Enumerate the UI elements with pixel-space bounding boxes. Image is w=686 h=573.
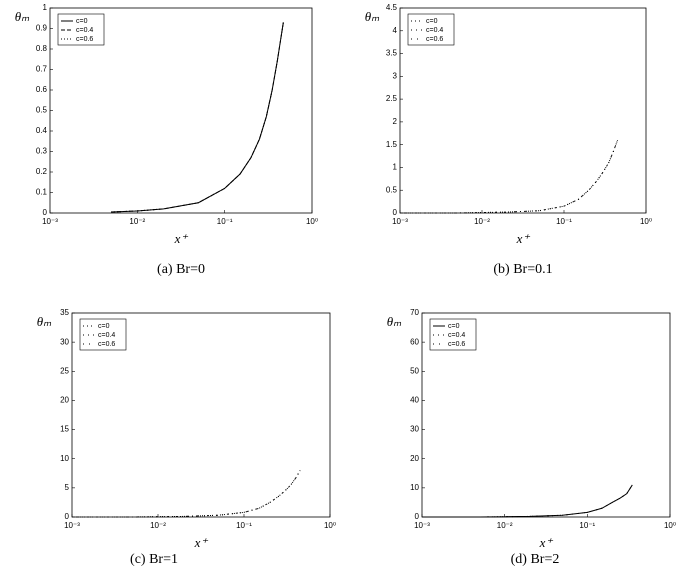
- data-line: [72, 470, 301, 518]
- legend-label: c=0: [98, 323, 110, 330]
- data-line: [111, 22, 284, 213]
- x-tick-label: 10⁰: [324, 521, 336, 530]
- legend-label: c=0.4: [426, 27, 443, 34]
- y-tick-label: 0.4: [36, 126, 48, 135]
- data-line: [72, 470, 301, 518]
- legend-label: c=0.4: [448, 332, 465, 339]
- plot-area: [71, 312, 331, 518]
- y-tick-label: 0: [393, 208, 398, 217]
- caption: (c) Br=1: [130, 552, 178, 567]
- y-axis-label: θₘ: [365, 9, 380, 24]
- y-tick-label: 0.5: [36, 106, 48, 115]
- y-tick-label: 3.5: [386, 49, 398, 58]
- y-axis-label: θₘ: [37, 314, 52, 329]
- data-line: [422, 484, 633, 518]
- y-axis-label: θₘ: [15, 9, 30, 24]
- y-tick-label: 0: [415, 512, 420, 521]
- data-line: [400, 139, 619, 214]
- legend-box: [57, 13, 105, 46]
- y-tick-label: 15: [60, 425, 69, 434]
- y-tick-label: 10: [410, 483, 419, 492]
- x-tick-label: 10⁻¹: [236, 521, 252, 530]
- y-tick-label: 30: [60, 337, 69, 346]
- x-tick-label: 10⁻³: [64, 521, 80, 530]
- y-tick-label: 0.3: [36, 147, 48, 156]
- y-tick-label: 0.1: [36, 188, 48, 197]
- y-tick-label: 35: [60, 308, 69, 317]
- x-tick-label: 10⁰: [640, 217, 652, 226]
- x-tick-label: 10⁻³: [42, 217, 58, 226]
- x-tick-label: 10⁰: [664, 521, 676, 530]
- data-line: [400, 139, 619, 214]
- caption: (b) Br=0.1: [493, 262, 552, 277]
- y-tick-label: 0: [65, 512, 70, 521]
- legend-box: [407, 13, 455, 46]
- y-tick-label: 25: [60, 366, 69, 375]
- y-tick-label: 20: [60, 396, 69, 405]
- y-tick-label: 0.6: [36, 85, 48, 94]
- x-tick-label: 10⁰: [306, 217, 318, 226]
- y-tick-label: 3: [393, 71, 398, 80]
- y-tick-label: 0.9: [36, 24, 48, 33]
- x-tick-label: 10⁻²: [129, 217, 145, 226]
- y-tick-label: 4: [393, 26, 398, 35]
- x-axis-label: x⁺: [539, 535, 554, 550]
- y-tick-label: 0.8: [36, 44, 48, 53]
- y-tick-label: 50: [410, 366, 419, 375]
- x-axis-label: x⁺: [174, 231, 189, 246]
- x-tick-label: 10⁻²: [474, 217, 490, 226]
- y-tick-label: 0.5: [386, 185, 398, 194]
- y-tick-label: 70: [410, 308, 419, 317]
- legend-label: c=0: [448, 323, 460, 330]
- x-tick-label: 10⁻³: [414, 521, 430, 530]
- legend-label: c=0.6: [426, 36, 443, 43]
- x-tick-label: 10⁻¹: [217, 217, 233, 226]
- data-line: [72, 470, 301, 518]
- y-tick-label: 0.7: [36, 65, 48, 74]
- y-tick-label: 60: [410, 337, 419, 346]
- legend-label: c=0.6: [448, 341, 465, 348]
- legend-label: c=0.4: [76, 27, 93, 34]
- y-tick-label: 5: [65, 483, 70, 492]
- y-tick-label: 1: [393, 163, 398, 172]
- plot-area: [399, 7, 647, 214]
- y-tick-label: 20: [410, 454, 419, 463]
- x-axis-label: x⁺: [194, 535, 209, 550]
- legend-label: c=0.6: [98, 341, 115, 348]
- y-tick-label: 10: [60, 454, 69, 463]
- y-tick-label: 30: [410, 425, 419, 434]
- x-tick-label: 10⁻¹: [556, 217, 572, 226]
- legend-label: c=0.6: [76, 36, 93, 43]
- data-line: [400, 139, 619, 214]
- data-line: [422, 484, 633, 518]
- data-line: [111, 22, 284, 213]
- legend-label: c=0: [426, 18, 438, 25]
- plot-area: [421, 312, 671, 518]
- x-tick-label: 10⁻³: [392, 217, 408, 226]
- y-tick-label: 4.5: [386, 3, 398, 12]
- y-tick-label: 1: [43, 3, 48, 12]
- x-tick-label: 10⁻²: [150, 521, 166, 530]
- x-tick-label: 10⁻²: [497, 521, 513, 530]
- y-tick-label: 2.5: [386, 94, 398, 103]
- y-tick-label: 2: [393, 117, 398, 126]
- legend-label: c=0: [76, 18, 88, 25]
- y-tick-label: 1.5: [386, 140, 398, 149]
- y-tick-label: 40: [410, 396, 419, 405]
- x-tick-label: 10⁻¹: [579, 521, 595, 530]
- y-axis-label: θₘ: [387, 314, 402, 329]
- x-axis-label: x⁺: [516, 231, 531, 246]
- caption: (a) Br=0: [157, 262, 205, 277]
- data-line: [111, 22, 284, 213]
- legend-box: [79, 318, 127, 351]
- y-tick-label: 0: [43, 208, 48, 217]
- legend-label: c=0.4: [98, 332, 115, 339]
- data-line: [422, 484, 633, 518]
- caption: (d) Br=2: [511, 552, 560, 567]
- legend-box: [429, 318, 477, 351]
- y-tick-label: 0.2: [36, 167, 48, 176]
